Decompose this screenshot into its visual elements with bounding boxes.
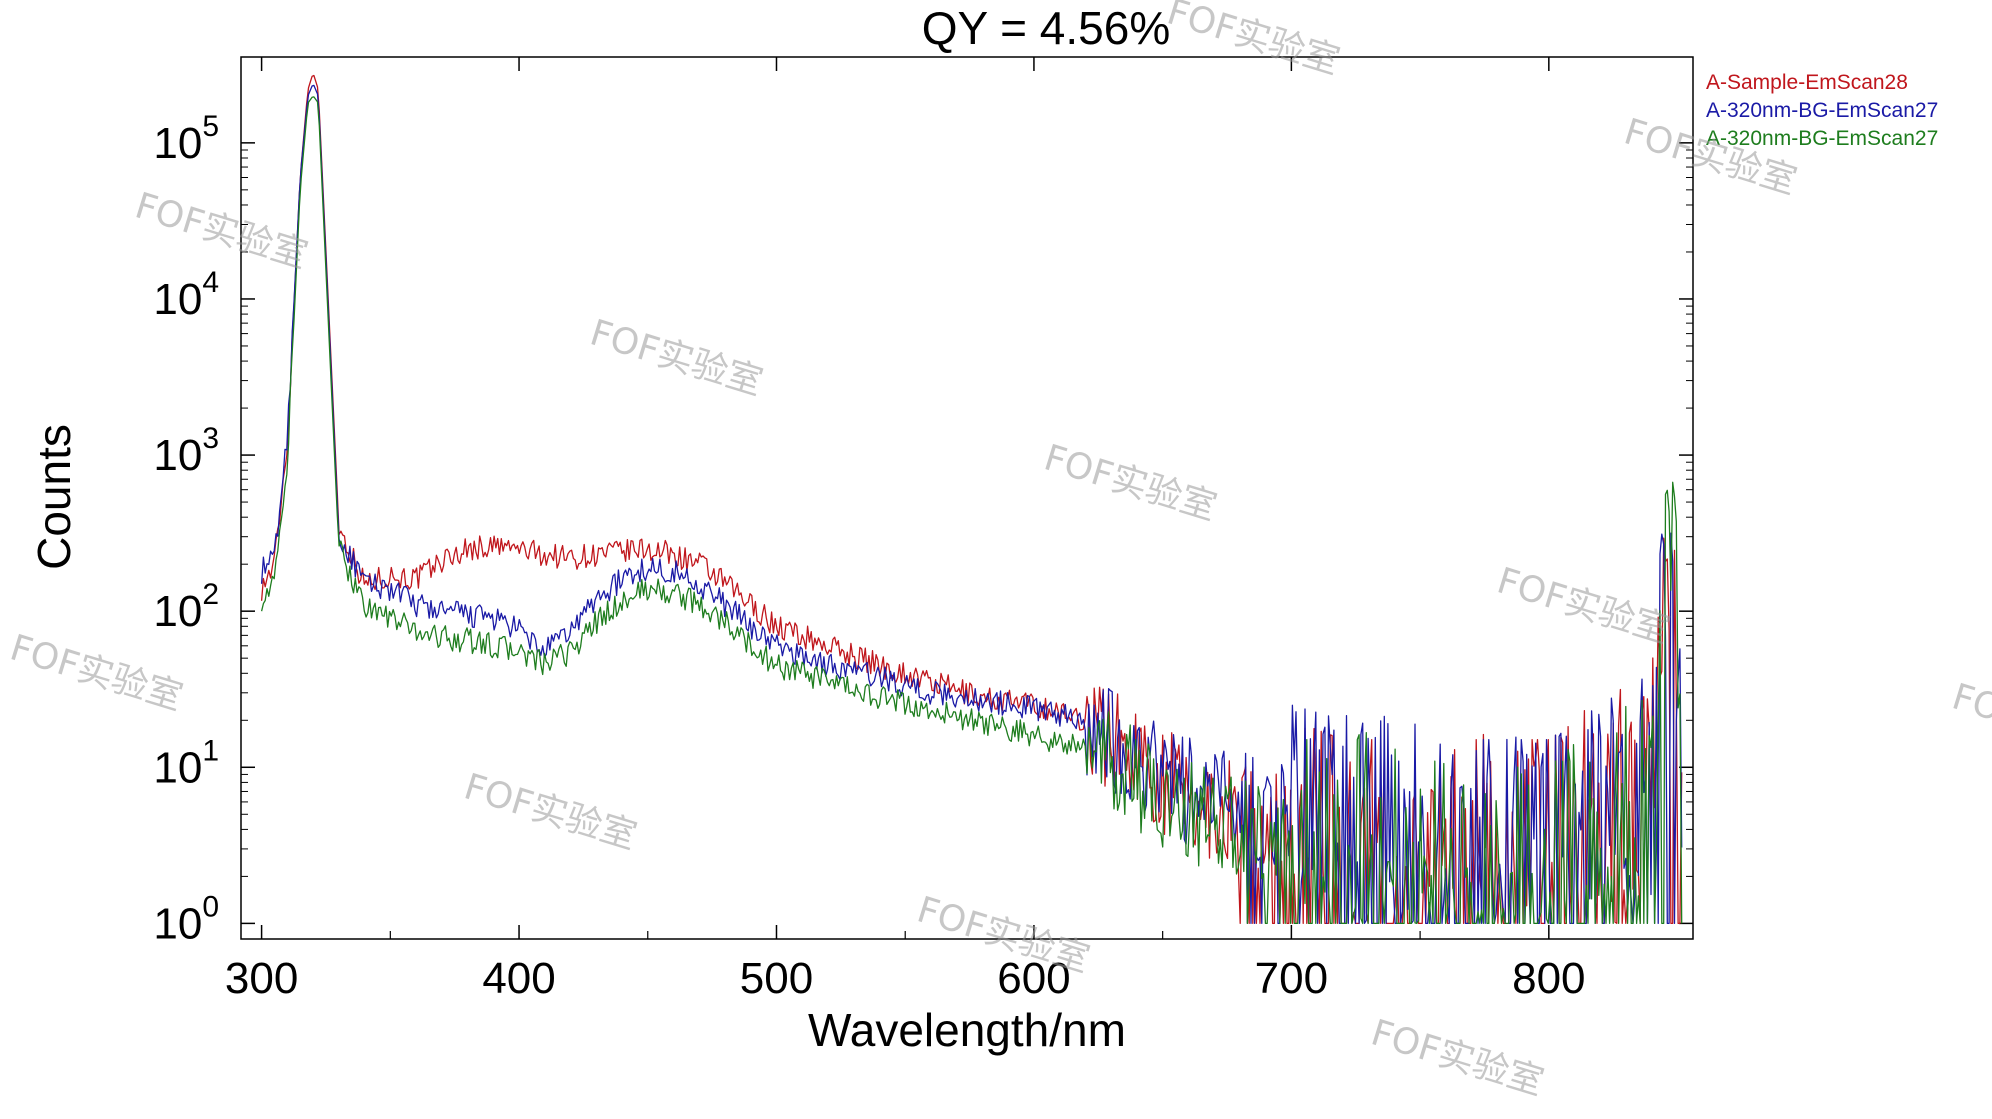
watermark-text: FOF实验室 — [1947, 676, 1992, 767]
y-tick-label: 105 — [153, 110, 219, 168]
watermark-text: FOF实验室 — [130, 185, 312, 276]
y-tick-exponent: 0 — [202, 890, 219, 923]
series-line-3 — [260, 96, 1683, 925]
y-tick-base: 10 — [153, 743, 202, 792]
x-tick-label: 400 — [482, 954, 555, 1003]
watermark-text: FOF实验室 — [5, 627, 187, 718]
y-tick-base: 10 — [153, 119, 202, 168]
x-tick-label: 300 — [225, 954, 298, 1003]
y-axis-label: Counts — [28, 424, 80, 570]
watermark-text: FOF实验室 — [1619, 111, 1801, 202]
y-tick-base: 10 — [153, 275, 202, 324]
plot-frame — [240, 56, 1694, 940]
y-tick-exponent: 4 — [202, 266, 219, 299]
x-tick-label: 500 — [740, 954, 813, 1003]
y-tick-exponent: 5 — [202, 110, 219, 143]
x-tick-label: 800 — [1512, 954, 1585, 1003]
y-tick-base: 10 — [153, 587, 202, 636]
y-tick-exponent: 3 — [202, 422, 219, 455]
x-axis-label: Wavelength/nm — [808, 1004, 1126, 1056]
watermark-text: FOF实验室 — [1162, 0, 1344, 83]
y-tick-label: 100 — [153, 890, 219, 948]
x-axis: 300 400 500 600 700 800 — [225, 57, 1586, 1003]
y-tick-exponent: 2 — [202, 578, 219, 611]
y-tick-label: 102 — [153, 578, 219, 636]
watermark-text: FOF实验室 — [459, 766, 641, 857]
legend-entry: A-320nm-BG-EmScan27 — [1706, 127, 1938, 150]
y-tick-label: 104 — [153, 266, 219, 324]
legend-entry: A-Sample-EmScan28 — [1706, 71, 1908, 94]
series-group — [260, 74, 1683, 925]
watermark-text: FOF实验室 — [1492, 560, 1674, 651]
chart-title: QY = 4.56% — [922, 2, 1171, 54]
legend-entry: A-320nm-BG-EmScan27 — [1706, 99, 1938, 122]
y-tick-exponent: 1 — [202, 734, 219, 767]
y-tick-label: 101 — [153, 734, 219, 792]
x-tick-label: 600 — [997, 954, 1070, 1003]
y-tick-base: 10 — [153, 431, 202, 480]
legend: A-Sample-EmScan28 A-320nm-BG-EmScan27 A-32… — [1706, 71, 1938, 150]
x-tick-label: 700 — [1255, 954, 1328, 1003]
watermark-text: FOF实验室 — [1039, 437, 1221, 528]
y-tick-label: 103 — [153, 422, 219, 480]
watermark-text: FOF实验室 — [585, 312, 767, 403]
y-tick-base: 10 — [153, 899, 202, 948]
watermark-text: FOF实验室 — [1366, 1012, 1548, 1103]
